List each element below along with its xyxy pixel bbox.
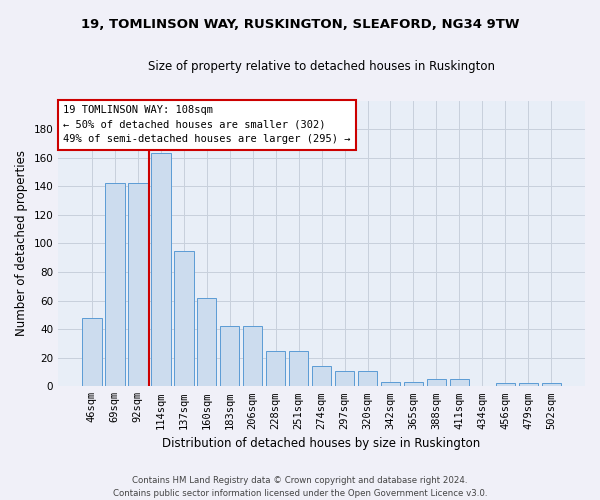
Bar [151, 154, 170, 386]
Bar [220, 326, 239, 386]
Bar [105, 184, 125, 386]
Text: 19 TOMLINSON WAY: 108sqm
← 50% of detached houses are smaller (302)
49% of semi-: 19 TOMLINSON WAY: 108sqm ← 50% of detach… [64, 105, 351, 144]
X-axis label: Distribution of detached houses by size in Ruskington: Distribution of detached houses by size … [163, 437, 481, 450]
Bar [335, 370, 355, 386]
Bar [518, 384, 538, 386]
Bar [289, 350, 308, 386]
Bar [266, 350, 286, 386]
Text: Contains HM Land Registry data © Crown copyright and database right 2024.
Contai: Contains HM Land Registry data © Crown c… [113, 476, 487, 498]
Bar [312, 366, 331, 386]
Bar [174, 250, 194, 386]
Bar [381, 382, 400, 386]
Bar [496, 384, 515, 386]
Bar [427, 379, 446, 386]
Title: Size of property relative to detached houses in Ruskington: Size of property relative to detached ho… [148, 60, 495, 73]
Bar [128, 184, 148, 386]
Bar [449, 379, 469, 386]
Bar [542, 384, 561, 386]
Bar [197, 298, 217, 386]
Bar [358, 370, 377, 386]
Bar [243, 326, 262, 386]
Bar [404, 382, 423, 386]
Bar [82, 318, 101, 386]
Y-axis label: Number of detached properties: Number of detached properties [15, 150, 28, 336]
Text: 19, TOMLINSON WAY, RUSKINGTON, SLEAFORD, NG34 9TW: 19, TOMLINSON WAY, RUSKINGTON, SLEAFORD,… [81, 18, 519, 30]
